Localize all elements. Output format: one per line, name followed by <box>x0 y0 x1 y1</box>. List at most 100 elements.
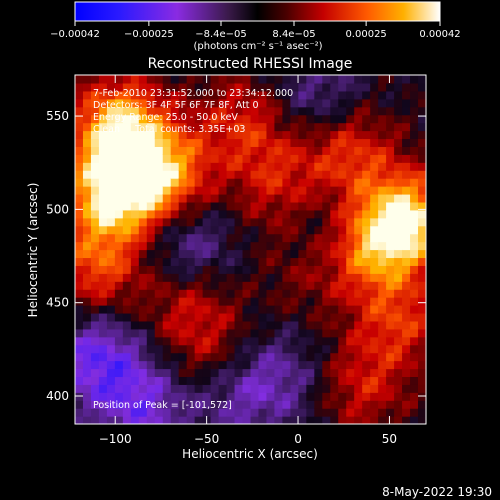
heatmap-cell <box>162 344 172 354</box>
heatmap-cell <box>138 289 148 298</box>
heatmap-cell <box>354 265 363 274</box>
heatmap-cell <box>75 154 84 163</box>
heatmap-cell <box>386 305 395 314</box>
heatmap-cell <box>418 257 426 266</box>
heatmap-cell <box>346 249 355 259</box>
heatmap-cell <box>290 82 299 92</box>
heatmap-cell <box>122 90 132 100</box>
heatmap-cell <box>75 257 84 266</box>
heatmap-cell <box>75 75 84 84</box>
heatmap-cell <box>314 82 323 92</box>
heatmap-cell <box>298 154 307 163</box>
heatmap-cell <box>274 241 284 251</box>
heatmap-cell <box>234 138 244 147</box>
heatmap-cell <box>106 233 116 243</box>
heatmap-cell <box>202 146 212 155</box>
heatmap-cell <box>250 201 260 211</box>
heatmap-cell <box>274 289 284 298</box>
heatmap-cell <box>226 82 236 92</box>
heatmap-cell <box>322 297 331 306</box>
heatmap-cell <box>322 106 331 116</box>
heatmap-cell <box>362 360 371 370</box>
heatmap-cell <box>234 289 244 298</box>
heatmap-cell <box>130 384 140 393</box>
heatmap-cell <box>378 289 387 298</box>
heatmap-cell <box>186 217 196 227</box>
heatmap-cell <box>370 257 379 266</box>
heatmap-cell <box>418 249 426 259</box>
heatmap-cell <box>106 392 116 401</box>
heatmap-cell <box>402 186 411 195</box>
heatmap-cell <box>370 170 379 179</box>
heatmap-cell <box>378 146 387 155</box>
heatmap-cell <box>234 193 244 203</box>
heatmap-cell <box>130 305 140 314</box>
heatmap-cell <box>322 75 331 84</box>
heatmap-cell <box>186 186 196 195</box>
heatmap-cell <box>362 114 371 124</box>
heatmap-cell <box>98 384 108 393</box>
heatmap-cell <box>130 360 140 370</box>
heatmap-cell <box>146 249 156 259</box>
heatmap-cell <box>274 408 284 417</box>
heatmap-cell <box>106 186 116 195</box>
heatmap-cell <box>154 352 164 362</box>
heatmap-cell <box>170 376 180 385</box>
heatmap-cell <box>138 201 148 211</box>
heatmap-cell <box>98 106 108 116</box>
heatmap-cell <box>202 352 212 362</box>
heatmap-cell <box>130 344 140 354</box>
heatmap-cell <box>338 241 347 251</box>
heatmap-cell <box>242 241 252 251</box>
heatmap-cell <box>250 257 260 266</box>
heatmap-cell <box>266 249 276 259</box>
heatmap-cell <box>274 328 284 338</box>
heatmap-cell <box>338 138 347 147</box>
heatmap-cell <box>394 178 403 187</box>
heatmap-cell <box>418 336 426 346</box>
heatmap-cell <box>354 138 363 147</box>
heatmap-cell <box>218 146 228 155</box>
heatmap-cell <box>306 75 315 84</box>
heatmap-cell <box>314 217 323 227</box>
heatmap-cell <box>114 114 124 124</box>
heatmap-cell <box>418 217 426 227</box>
heatmap-cell <box>218 265 228 274</box>
heatmap-cell <box>298 241 307 251</box>
heatmap-cell <box>290 281 299 290</box>
heatmap-cell <box>314 201 323 211</box>
heatmap-cell <box>298 376 307 385</box>
heatmap-cell <box>82 352 92 362</box>
heatmap-cell <box>282 217 291 227</box>
heatmap-cell <box>138 336 148 346</box>
heatmap-cell <box>162 106 172 116</box>
heatmap-cell <box>226 225 236 235</box>
heatmap-cell <box>146 138 156 147</box>
heatmap-cell <box>146 98 156 108</box>
heatmap-cell <box>138 217 148 227</box>
heatmap-cell <box>330 273 339 282</box>
heatmap-cell <box>170 312 180 322</box>
heatmap-cell <box>354 376 363 385</box>
heatmap-cell <box>410 328 419 338</box>
heatmap-cell <box>154 201 164 211</box>
heatmap-cell <box>354 289 363 298</box>
heatmap-cell <box>386 98 395 108</box>
heatmap-cell <box>194 360 204 370</box>
heatmap-cell <box>106 400 116 409</box>
heatmap-cell <box>258 376 268 385</box>
heatmap-cell <box>274 209 284 219</box>
heatmap-cell <box>378 162 387 171</box>
heatmap-cell <box>266 82 276 92</box>
heatmap-cell <box>266 392 276 401</box>
heatmap-cell <box>82 360 92 370</box>
heatmap-cell <box>178 130 188 140</box>
heatmap-cell <box>202 376 212 385</box>
heatmap-cell <box>210 400 220 409</box>
heatmap-cell <box>210 241 220 251</box>
heatmap-cell <box>274 376 284 385</box>
heatmap-cell <box>346 217 355 227</box>
heatmap-cell <box>138 384 148 393</box>
heatmap-cell <box>322 336 331 346</box>
heatmap-cell <box>75 392 84 401</box>
